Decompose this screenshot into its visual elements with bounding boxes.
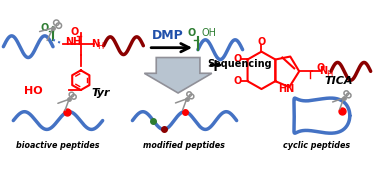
Text: O: O bbox=[234, 76, 242, 86]
Text: cyclic peptides: cyclic peptides bbox=[284, 141, 351, 150]
Text: TICA: TICA bbox=[325, 76, 353, 86]
Text: H: H bbox=[98, 42, 104, 51]
Text: HN: HN bbox=[278, 84, 294, 94]
Text: modified peptides: modified peptides bbox=[143, 141, 225, 150]
Text: OH: OH bbox=[202, 28, 217, 38]
Text: O: O bbox=[234, 54, 242, 65]
Text: H: H bbox=[326, 70, 332, 79]
Text: O: O bbox=[188, 28, 196, 38]
Text: O: O bbox=[41, 23, 49, 33]
Text: O: O bbox=[71, 27, 79, 37]
Text: O: O bbox=[257, 37, 266, 47]
Text: NH: NH bbox=[65, 37, 81, 47]
Text: Sequencing: Sequencing bbox=[207, 59, 271, 69]
Text: N: N bbox=[91, 39, 99, 49]
Text: DMP: DMP bbox=[152, 29, 184, 42]
Text: HO: HO bbox=[24, 86, 42, 96]
Text: bioactive peptides: bioactive peptides bbox=[16, 141, 100, 150]
Text: +: + bbox=[207, 57, 222, 75]
Text: Tyr: Tyr bbox=[91, 88, 110, 98]
Polygon shape bbox=[144, 58, 212, 93]
Text: O: O bbox=[316, 63, 324, 73]
Text: N: N bbox=[319, 66, 327, 76]
